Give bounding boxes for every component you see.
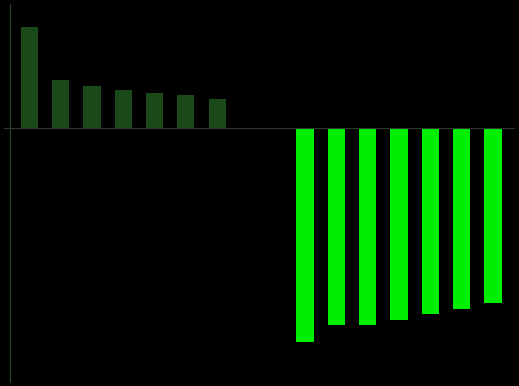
Bar	[21, 27, 38, 128]
Bar	[453, 128, 470, 308]
Bar	[52, 80, 69, 128]
Bar	[296, 128, 313, 342]
Bar	[146, 93, 163, 128]
Bar	[83, 86, 101, 128]
Bar	[209, 99, 226, 128]
Bar	[484, 128, 501, 303]
Bar	[327, 128, 345, 325]
Bar	[115, 90, 132, 128]
Bar	[177, 95, 195, 128]
Bar	[390, 128, 407, 320]
Bar	[359, 128, 376, 325]
Bar	[421, 128, 439, 314]
